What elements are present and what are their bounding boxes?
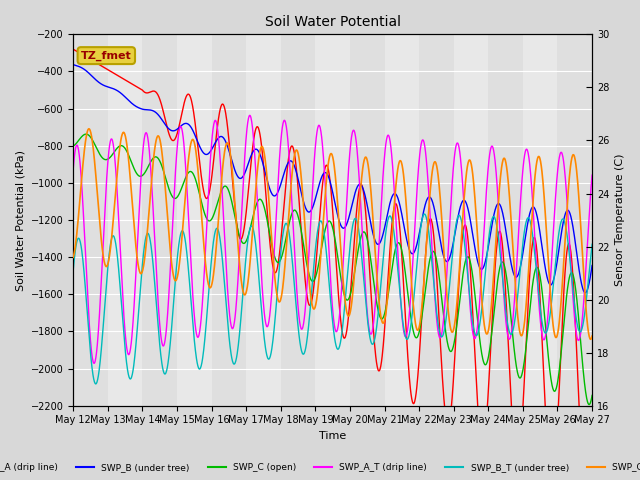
Bar xyxy=(488,35,523,406)
Bar xyxy=(281,35,316,406)
Legend: SWP_A (drip line), SWP_B (under tree), SWP_C (open), SWP_A_T (drip line), SWP_B_: SWP_A (drip line), SWP_B (under tree), S… xyxy=(0,459,640,476)
Title: Soil Water Potential: Soil Water Potential xyxy=(264,15,401,29)
Bar xyxy=(73,35,108,406)
Bar xyxy=(350,35,385,406)
Bar xyxy=(419,35,454,406)
Bar xyxy=(557,35,592,406)
Y-axis label: Sensor Temperature (C): Sensor Temperature (C) xyxy=(615,154,625,286)
Text: TZ_fmet: TZ_fmet xyxy=(81,50,132,61)
Y-axis label: Soil Water Potential (kPa): Soil Water Potential (kPa) xyxy=(15,150,25,290)
X-axis label: Time: Time xyxy=(319,431,346,441)
Bar xyxy=(142,35,177,406)
Bar xyxy=(212,35,246,406)
